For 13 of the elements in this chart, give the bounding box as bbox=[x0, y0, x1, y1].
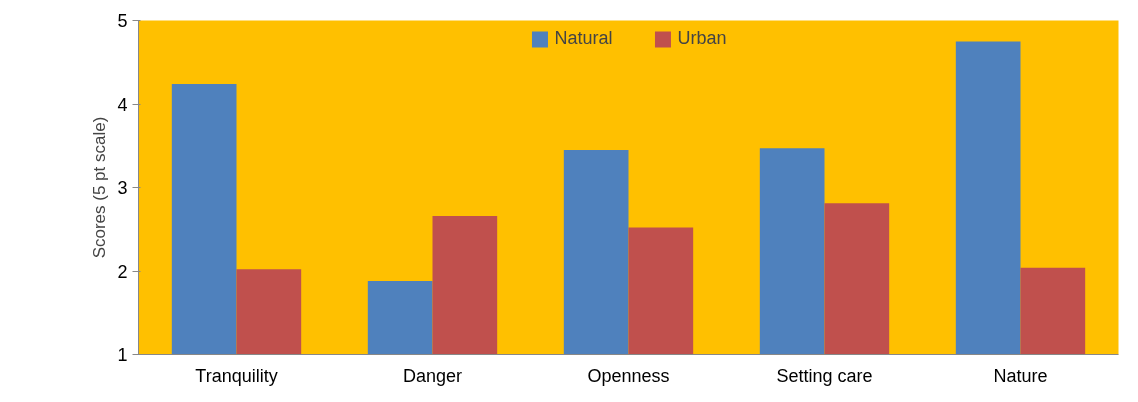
legend-label: Urban bbox=[677, 28, 727, 49]
y-tick-label: 1 bbox=[117, 345, 128, 365]
legend-label: Natural bbox=[554, 28, 613, 49]
x-tick-label: Openness bbox=[587, 365, 670, 386]
x-tick-label: Danger bbox=[402, 365, 463, 386]
y-tick-label: 2 bbox=[117, 261, 128, 282]
x-tick-label: Tranquility bbox=[195, 365, 278, 386]
y-tick-label: 5 bbox=[117, 11, 128, 31]
y-tick-label: 4 bbox=[117, 94, 128, 115]
x-tick-label: Setting care bbox=[776, 365, 873, 386]
x-tick-label: Nature bbox=[993, 365, 1048, 386]
y-axis-title: Scores (5 pt scale) bbox=[90, 116, 110, 259]
y-tick-label: 3 bbox=[117, 178, 128, 198]
